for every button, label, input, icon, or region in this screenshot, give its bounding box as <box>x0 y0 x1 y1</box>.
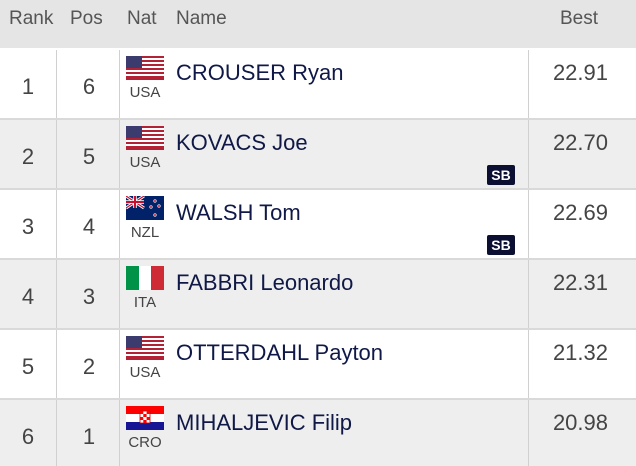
best-mark: 20.98 <box>552 410 608 435</box>
table-row[interactable]: 2 5 USA KOVACS Joe SB 22.70 <box>0 120 636 190</box>
athlete-name[interactable]: OTTERDAHL Payton <box>176 340 384 365</box>
best-mark: 22.70 <box>552 130 608 155</box>
header-name: Name <box>176 8 227 29</box>
rank-cell: 6 <box>21 424 35 449</box>
header-nat: Nat <box>127 8 157 29</box>
pos-cell: 1 <box>82 424 96 449</box>
rank-cell: 1 <box>21 74 35 99</box>
table-row[interactable]: 3 4 NZL WALSH Tom SB 22.69 <box>0 190 636 260</box>
rank-cell: 5 <box>21 354 35 379</box>
best-mark: 22.31 <box>552 270 608 295</box>
season-best-badge: SB <box>487 235 515 255</box>
usa-flag-icon <box>126 336 164 360</box>
nat-code: USA <box>129 154 161 171</box>
nzl-flag-icon <box>126 196 164 220</box>
nat-code: USA <box>129 84 161 101</box>
nat-code: NZL <box>130 224 160 241</box>
nat-code: USA <box>129 364 161 381</box>
best-mark: 22.91 <box>552 60 608 85</box>
table-header: Rank Pos Nat Name Best <box>0 0 636 48</box>
nat-code: CRO <box>128 434 162 451</box>
pos-cell: 4 <box>82 214 96 239</box>
athlete-name[interactable]: KOVACS Joe <box>176 130 308 155</box>
season-best-badge: SB <box>487 165 515 185</box>
usa-flag-icon <box>126 126 164 150</box>
pos-cell: 6 <box>82 74 96 99</box>
header-rank: Rank <box>9 8 54 29</box>
pos-cell: 3 <box>82 284 96 309</box>
rank-cell: 3 <box>21 214 35 239</box>
table-row[interactable]: 6 1 CRO MIHALJEVIC Filip 20.98 <box>0 400 636 466</box>
pos-cell: 5 <box>82 144 96 169</box>
header-pos: Pos <box>70 8 103 29</box>
athlete-name[interactable]: FABBRI Leonardo <box>176 270 354 295</box>
athlete-name[interactable]: CROUSER Ryan <box>176 60 344 85</box>
nat-code: ITA <box>133 294 157 311</box>
table-row[interactable]: 5 2 USA OTTERDAHL Payton 21.32 <box>0 330 636 400</box>
pos-cell: 2 <box>82 354 96 379</box>
athlete-name[interactable]: WALSH Tom <box>176 200 301 225</box>
rank-cell: 2 <box>21 144 35 169</box>
table-row[interactable]: 1 6 USA CROUSER Ryan 22.91 <box>0 50 636 120</box>
best-mark: 21.32 <box>552 340 608 365</box>
header-best: Best <box>560 8 599 29</box>
ita-flag-icon <box>126 266 164 290</box>
table-row[interactable]: 4 3 ITA FABBRI Leonardo 22.31 <box>0 260 636 330</box>
best-mark: 22.69 <box>552 200 608 225</box>
cro-flag-icon <box>126 406 164 430</box>
usa-flag-icon <box>126 56 164 80</box>
athlete-name[interactable]: MIHALJEVIC Filip <box>176 410 353 435</box>
rank-cell: 4 <box>21 284 35 309</box>
